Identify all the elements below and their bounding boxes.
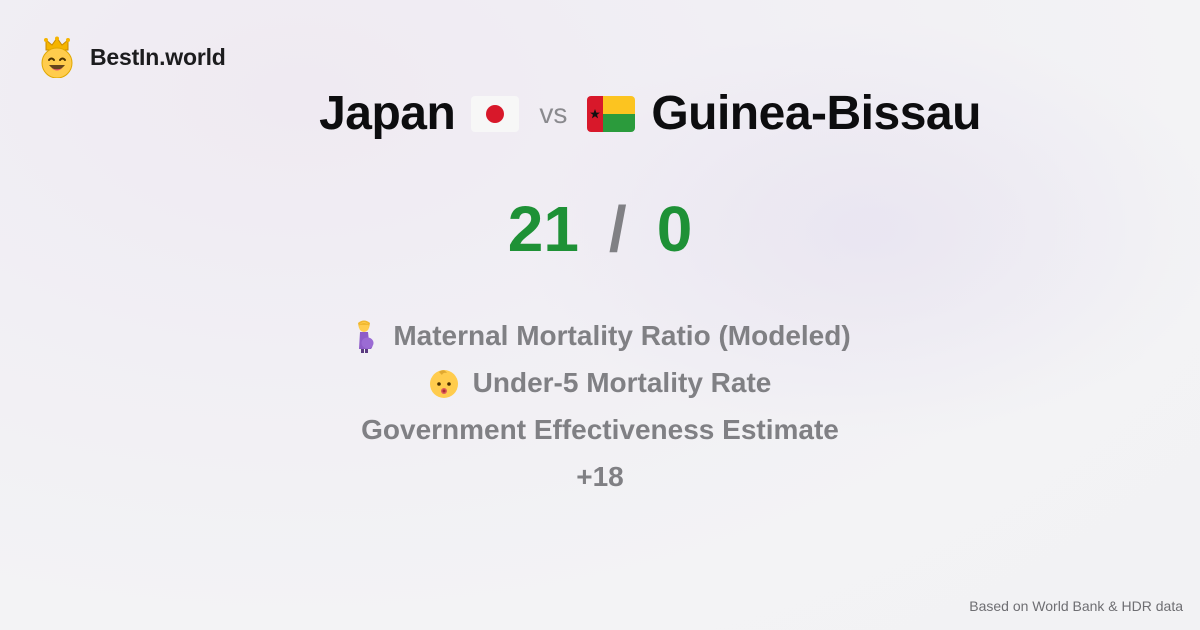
score-left: 21 (507, 193, 579, 265)
metric-label: Government Effectiveness Estimate (361, 413, 839, 445)
baby-face-icon (429, 369, 458, 398)
metric-more-count[interactable]: +18 (576, 453, 624, 500)
metric-label: +18 (576, 460, 624, 492)
country-left-name[interactable]: Japan (319, 87, 456, 140)
country-right-name[interactable]: Guinea-Bissau (651, 87, 981, 140)
score-display: 21 / 0 (0, 192, 1200, 266)
smiling-crown-emoji-icon (41, 36, 73, 78)
guinea-bissau-flag-icon (587, 95, 636, 132)
metric-item: Under-5 Mortality Rate (429, 359, 772, 406)
metric-label: Maternal Mortality Ratio (Modeled) (393, 319, 851, 351)
japan-flag-icon (471, 95, 520, 132)
brand-logo[interactable]: BestIn.world (38, 36, 226, 78)
metric-item: Government Effectiveness Estimate (361, 406, 839, 453)
metrics-list: Maternal Mortality Ratio (Modeled) Under… (0, 312, 1200, 500)
comparison-title: Japan vs Guinea-Bissau (0, 86, 1200, 141)
metric-label: Under-5 Mortality Rate (472, 366, 772, 398)
score-separator: / (608, 193, 627, 265)
brand-name: BestIn.world (90, 43, 226, 70)
metric-item: Maternal Mortality Ratio (Modeled) (349, 312, 851, 359)
vs-label: vs (539, 97, 568, 129)
score-right: 0 (656, 193, 693, 265)
pregnant-woman-icon (358, 320, 374, 353)
data-source-note: Based on World Bank & HDR data (969, 598, 1183, 614)
